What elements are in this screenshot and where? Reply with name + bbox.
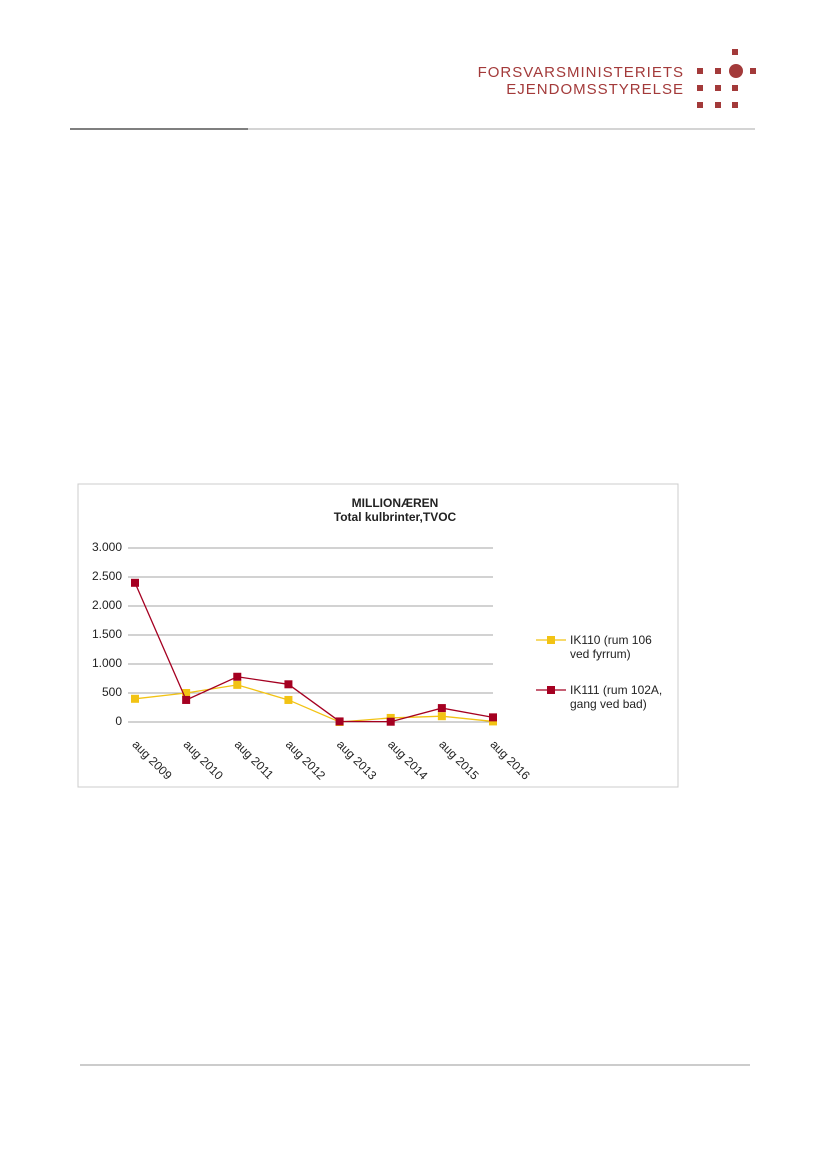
- data-point: [335, 717, 344, 726]
- header-line2: EJENDOMSSTYRELSE: [506, 81, 684, 98]
- y-tick-label: 0: [115, 714, 122, 728]
- data-point: [182, 695, 191, 704]
- y-tick-label: 1.500: [92, 627, 122, 641]
- legend-label: IK111 (rum 102A, gang ved bad): [570, 683, 663, 711]
- data-point: [182, 689, 191, 697]
- data-point: [284, 680, 293, 689]
- data-point: [437, 712, 446, 721]
- data-point: [284, 695, 293, 704]
- y-tick-label: 2.000: [92, 598, 122, 612]
- data-point: [386, 717, 395, 726]
- y-tick-label: 500: [102, 685, 122, 699]
- data-point: [233, 672, 242, 681]
- data-point: [437, 704, 446, 713]
- series-line: [134, 684, 494, 723]
- y-tick-label: 1.000: [92, 656, 122, 670]
- legend-marker: [547, 636, 555, 644]
- logo: [697, 49, 756, 108]
- header-line1: FORSVARSMINISTERIETS: [478, 64, 684, 81]
- legend-marker: [547, 686, 555, 694]
- data-point: [489, 713, 497, 722]
- data-point: [233, 680, 242, 689]
- series-line: [134, 582, 494, 723]
- y-tick-label: 3.000: [92, 540, 122, 554]
- chart-frame: [77, 483, 679, 788]
- chart-title: MILLIONÆREN: [352, 496, 439, 510]
- chart-subtitle: Total kulbrinter,TVOC: [334, 510, 457, 524]
- data-point: [131, 578, 139, 587]
- legend-label: IK110 (rum 106 ved fyrrum): [570, 633, 652, 661]
- y-tick-label: 2.500: [92, 569, 122, 583]
- data-point: [489, 717, 497, 726]
- data-point: [131, 694, 139, 703]
